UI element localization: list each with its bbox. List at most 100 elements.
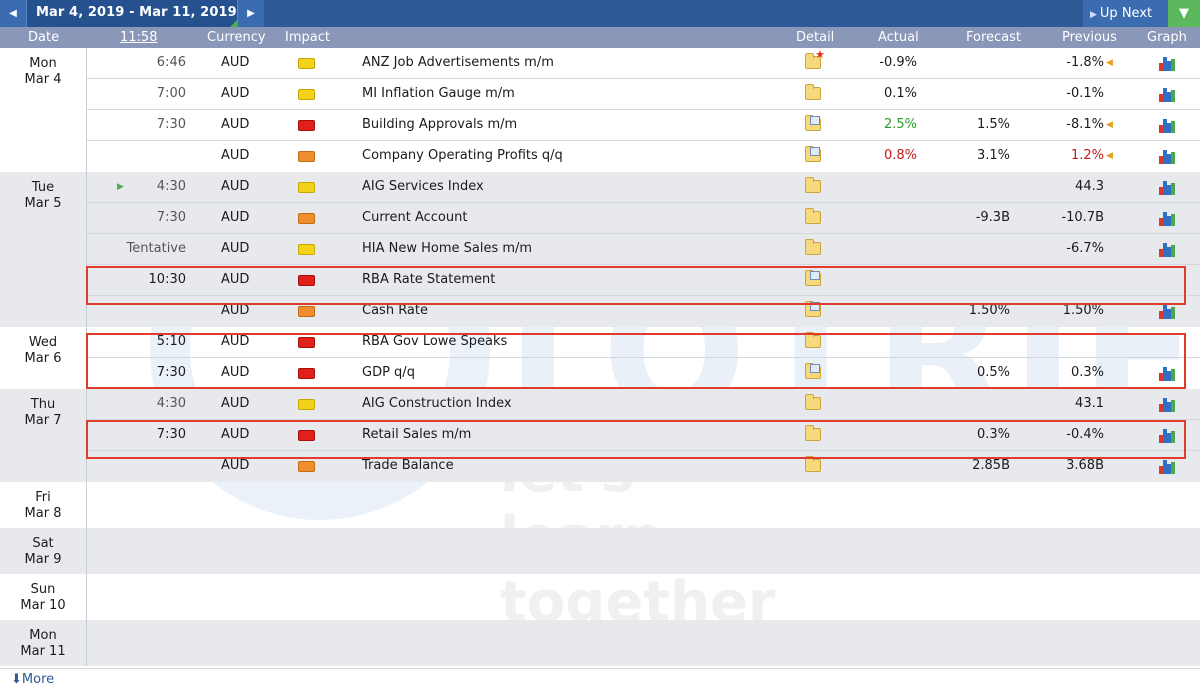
- impact-yellow-icon[interactable]: [298, 244, 315, 255]
- graph-icon[interactable]: [1158, 148, 1175, 164]
- event-title[interactable]: Company Operating Profits q/q: [362, 148, 563, 163]
- event-title[interactable]: MI Inflation Gauge m/m: [362, 86, 515, 101]
- event-row[interactable]: 10:30 AUD RBA Rate Statement: [87, 265, 1200, 296]
- impact-yellow-icon[interactable]: [298, 182, 315, 193]
- event-row[interactable]: 4:30 AUD AIG Construction Index 43.1: [87, 389, 1200, 420]
- col-forecast: Forecast: [966, 30, 1022, 45]
- graph-bar: [1167, 371, 1171, 381]
- event-title[interactable]: Building Approvals m/m: [362, 117, 518, 132]
- graph-icon[interactable]: [1158, 365, 1175, 381]
- graph-bar: [1167, 154, 1171, 164]
- event-detail-folder-icon[interactable]: ★: [805, 49, 825, 69]
- event-title[interactable]: HIA New Home Sales m/m: [362, 241, 533, 256]
- event-forecast: [957, 265, 1010, 295]
- impact-orange-icon[interactable]: [298, 213, 315, 224]
- impact-red-icon[interactable]: [298, 430, 315, 441]
- event-row[interactable]: 4:30 ▶ AUD AIG Services Index 44.3: [87, 172, 1200, 203]
- event-time: 4:30: [156, 396, 186, 411]
- graph-bar: [1171, 214, 1175, 226]
- impact-red-icon[interactable]: [298, 368, 315, 379]
- more-link[interactable]: ⬇More: [11, 672, 54, 687]
- event-row[interactable]: Tentative AUD HIA New Home Sales m/m -6.7%: [87, 234, 1200, 265]
- event-row[interactable]: 7:30 AUD Building Approvals m/m 2.5% 1.5% -8.…: [87, 110, 1200, 141]
- impact-red-icon[interactable]: [298, 120, 315, 131]
- graph-icon[interactable]: [1158, 179, 1175, 195]
- day-block: Fri Mar 8: [0, 482, 1200, 528]
- graph-icon[interactable]: [1158, 86, 1175, 102]
- day-label: Sun Mar 10: [0, 574, 87, 620]
- event-row[interactable]: 6:46 AUD ANZ Job Advertisements m/m ★ -0.9% -…: [87, 48, 1200, 79]
- event-detail-folder-icon[interactable]: [805, 84, 821, 100]
- event-row[interactable]: 7:30 AUD Retail Sales m/m 0.3% -0.4%: [87, 420, 1200, 451]
- event-title[interactable]: GDP q/q: [362, 365, 415, 380]
- event-title[interactable]: AIG Services Index: [362, 179, 484, 194]
- day-block: Sun Mar 10: [0, 574, 1200, 620]
- event-title[interactable]: Retail Sales m/m: [362, 427, 472, 442]
- event-row[interactable]: 5:10 AUD RBA Gov Lowe Speaks: [87, 327, 1200, 358]
- day-date: Mar 9: [24, 552, 62, 567]
- day-name: Mon: [29, 56, 57, 71]
- event-detail-folder-icon[interactable]: [805, 394, 821, 410]
- graph-icon[interactable]: [1158, 303, 1175, 319]
- previous-week-button[interactable]: ◀: [0, 0, 27, 27]
- event-row[interactable]: 7:00 AUD MI Inflation Gauge m/m 0.1% -0.1%: [87, 79, 1200, 110]
- impact-yellow-icon[interactable]: [298, 58, 315, 69]
- date-range-button[interactable]: Mar 4, 2019 - Mar 11, 2019: [27, 0, 237, 27]
- event-title[interactable]: Cash Rate: [362, 303, 428, 318]
- event-row[interactable]: AUD Company Operating Profits q/q 0.8% 3.1%…: [87, 141, 1200, 172]
- impact-red-icon[interactable]: [298, 337, 315, 348]
- event-title[interactable]: AIG Construction Index: [362, 396, 512, 411]
- up-next-button[interactable]: ▶ Up Next: [1083, 0, 1168, 27]
- filter-button[interactable]: ▼: [1168, 0, 1200, 27]
- graph-icon[interactable]: [1158, 241, 1175, 257]
- event-detail-folder-icon[interactable]: [805, 239, 821, 255]
- event-forecast: [957, 327, 1010, 357]
- impact-red-icon[interactable]: [298, 275, 315, 286]
- detail-doc-icon: [810, 364, 820, 373]
- graph-icon[interactable]: [1158, 55, 1175, 71]
- event-detail-folder-icon[interactable]: [805, 208, 821, 224]
- event-previous: -8.1%: [1066, 117, 1104, 132]
- event-detail-folder-icon[interactable]: [805, 115, 821, 131]
- graph-icon[interactable]: [1158, 117, 1175, 133]
- event-row[interactable]: AUD Cash Rate 1.50% 1.50%: [87, 296, 1200, 327]
- impact-yellow-icon[interactable]: [298, 89, 315, 100]
- graph-bar: [1167, 309, 1171, 319]
- next-week-button[interactable]: ▶: [237, 0, 264, 27]
- graph-icon[interactable]: [1158, 427, 1175, 443]
- event-detail-folder-icon[interactable]: [805, 146, 821, 162]
- event-detail-folder-icon[interactable]: [805, 332, 821, 348]
- graph-icon[interactable]: [1158, 458, 1175, 474]
- col-previous: Previous: [1062, 30, 1117, 45]
- event-forecast: 0.3%: [976, 427, 1010, 442]
- event-title[interactable]: Trade Balance: [362, 458, 454, 473]
- event-detail-folder-icon[interactable]: [805, 270, 821, 286]
- graph-icon[interactable]: [1158, 210, 1175, 226]
- event-row[interactable]: 7:30 AUD GDP q/q 0.5% 0.3%: [87, 358, 1200, 389]
- day-name: Tue: [31, 180, 55, 195]
- event-title[interactable]: ANZ Job Advertisements m/m: [362, 55, 554, 70]
- event-row[interactable]: AUD Trade Balance 2.85B 3.68B: [87, 451, 1200, 482]
- detail-doc-icon: [810, 271, 820, 280]
- event-currency: AUD: [221, 117, 250, 132]
- event-title[interactable]: RBA Rate Statement: [362, 272, 496, 287]
- event-detail-folder-icon[interactable]: [805, 363, 821, 379]
- event-detail-folder-icon[interactable]: [805, 456, 821, 472]
- event-time: [87, 141, 186, 171]
- event-currency: AUD: [221, 179, 250, 194]
- event-detail-folder-icon[interactable]: [805, 301, 821, 317]
- event-detail-folder-icon[interactable]: [805, 425, 821, 441]
- current-time-link[interactable]: 11:58: [120, 30, 158, 45]
- new-star-icon: ★: [815, 48, 825, 61]
- impact-orange-icon[interactable]: [298, 461, 315, 472]
- impact-orange-icon[interactable]: [298, 306, 315, 317]
- event-title[interactable]: RBA Gov Lowe Speaks: [362, 334, 508, 349]
- event-row[interactable]: 7:30 AUD Current Account -9.3B -10.7B: [87, 203, 1200, 234]
- event-title[interactable]: Current Account: [362, 210, 468, 225]
- impact-orange-icon[interactable]: [298, 151, 315, 162]
- event-actual: -0.9%: [879, 55, 917, 70]
- event-detail-folder-icon[interactable]: [805, 177, 821, 193]
- impact-yellow-icon[interactable]: [298, 399, 315, 410]
- revision-arrow-icon: ◀: [1106, 120, 1113, 130]
- graph-icon[interactable]: [1158, 396, 1175, 412]
